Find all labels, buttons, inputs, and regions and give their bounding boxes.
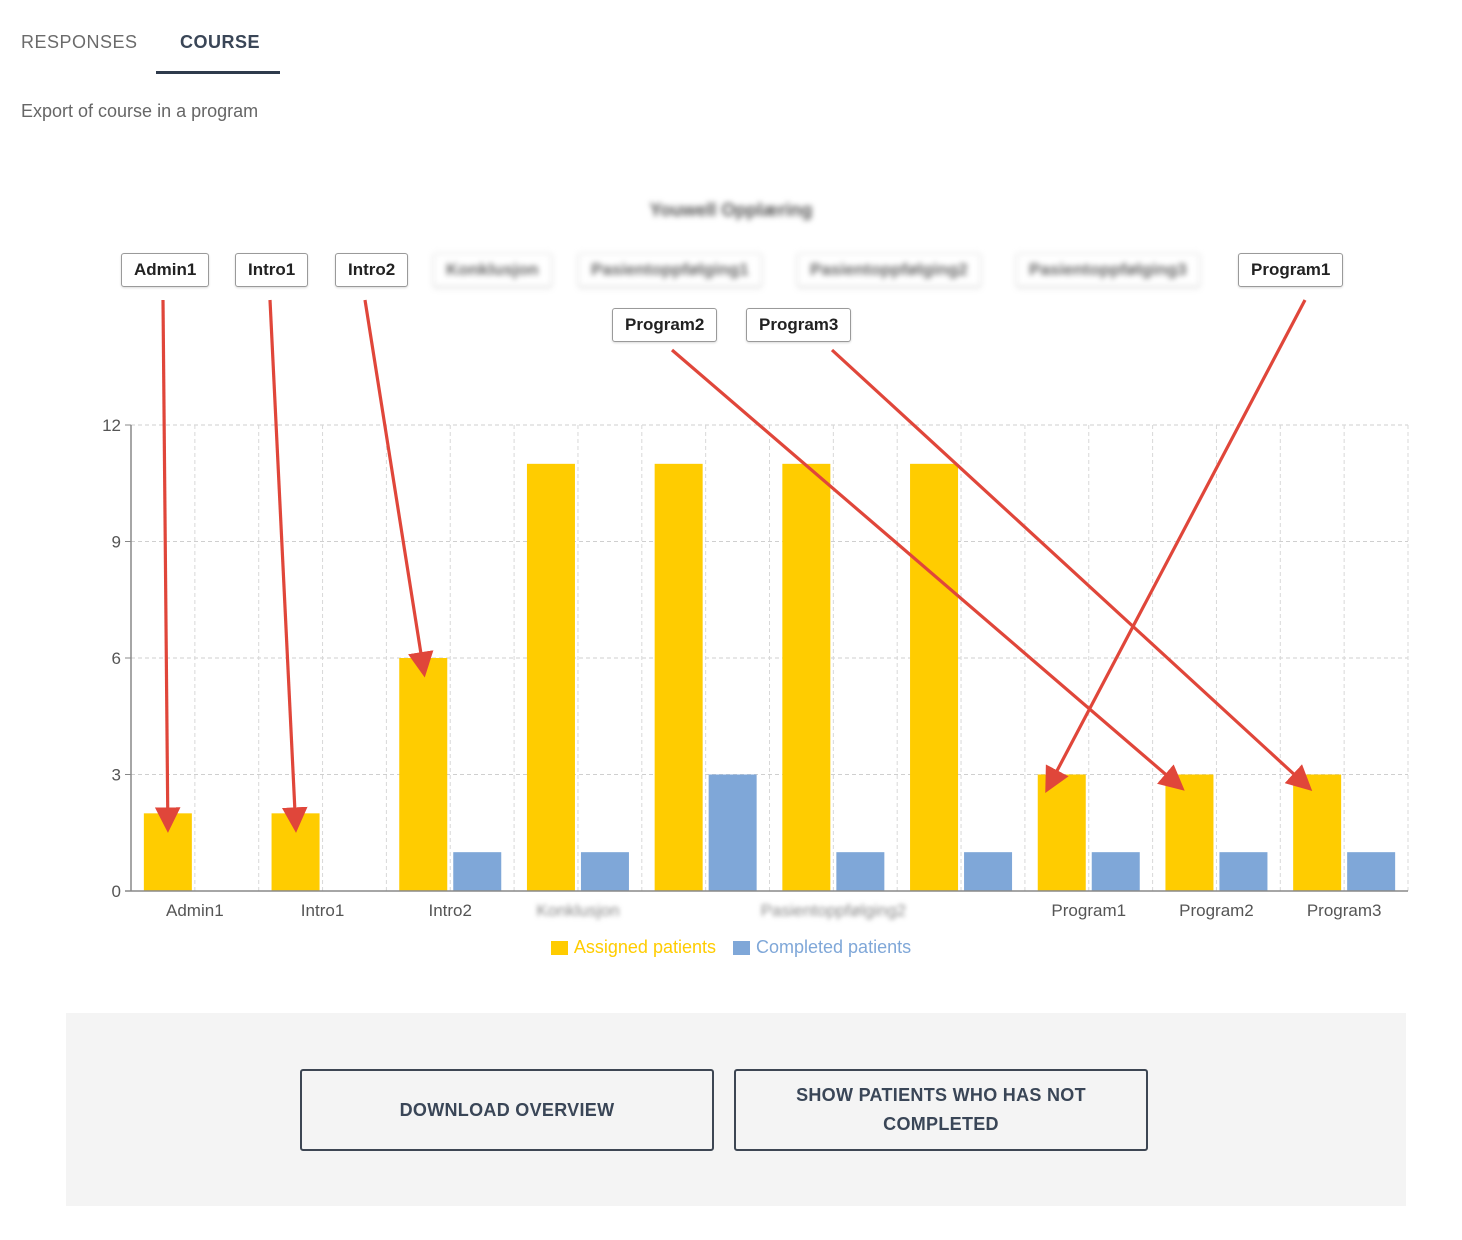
callout-admin1: Admin1: [121, 253, 210, 287]
callout-pasientoppfolging1: Pasientoppfølging1: [578, 253, 762, 287]
bar-assigned-2[interactable]: [399, 658, 448, 891]
bar-assigned-5[interactable]: [782, 463, 831, 891]
annotation-arrow-program3: [830, 348, 1313, 791]
y-tick-label: 3: [112, 766, 121, 785]
bar-completed-6[interactable]: [964, 852, 1013, 891]
x-tick-label: Intro2: [429, 901, 472, 920]
legend-label-assigned: Assigned patients: [573, 937, 716, 957]
tab-responses[interactable]: RESPONSES: [21, 32, 138, 52]
bar-completed-9[interactable]: [1347, 852, 1396, 891]
bar-completed-8[interactable]: [1219, 852, 1268, 891]
y-tick-label: 9: [112, 533, 121, 552]
bar-completed-7[interactable]: [1091, 852, 1140, 891]
annotation-arrow-intro1: [268, 299, 308, 833]
chart-title: Youwell Opplæring: [649, 200, 813, 220]
callout-intro2: Intro2: [335, 253, 409, 287]
bar-completed-3[interactable]: [580, 852, 629, 891]
annotation-arrow-intro2: [363, 299, 434, 678]
legend-item-completed[interactable]: Completed patients: [733, 937, 911, 958]
show-not-completed-button[interactable]: SHOW PATIENTS WHO HAS NOT COMPLETED: [734, 1069, 1148, 1151]
x-tick-label: Intro1: [301, 901, 344, 920]
bar-assigned-7[interactable]: [1037, 774, 1086, 892]
callout-intro1: Intro1: [235, 253, 309, 287]
legend-item-assigned[interactable]: Assigned patients: [550, 937, 716, 958]
callout-program2: Program2: [612, 308, 718, 342]
bar-assigned-9[interactable]: [1293, 774, 1342, 892]
x-tick-label: Program3: [1307, 901, 1382, 920]
bar-completed-2[interactable]: [453, 852, 502, 891]
x-tick-label: Konklusjon: [536, 901, 619, 920]
x-tick-label: Admin1: [166, 901, 224, 920]
download-overview-button[interactable]: DOWNLOAD OVERVIEW: [300, 1069, 714, 1151]
tab-course[interactable]: COURSE: [180, 32, 261, 52]
legend-swatch-completed: [733, 940, 750, 955]
bar-assigned-1[interactable]: [271, 813, 320, 891]
tab-bar: RESPONSES COURSE: [0, 0, 400, 76]
bar-assigned-0[interactable]: [143, 813, 192, 891]
action-footer: DOWNLOAD OVERVIEW SHOW PATIENTS WHO HAS …: [66, 1013, 1406, 1206]
bar-assigned-6[interactable]: [910, 463, 959, 891]
annotation-arrow-program1: [1045, 299, 1307, 793]
y-tick-label: 12: [102, 416, 121, 435]
callout-program3: Program3: [746, 308, 852, 342]
callout-pasientoppfolging2: Pasientoppfølging2: [797, 253, 981, 287]
legend-swatch-assigned: [550, 940, 568, 955]
bar-completed-5[interactable]: [836, 852, 885, 891]
annotation-arrow-admin1: [154, 299, 181, 833]
bar-completed-4[interactable]: [708, 774, 757, 892]
annotation-arrow-program2: [670, 348, 1185, 791]
callout-pasientoppfolging3: Pasientoppfølging3: [1016, 253, 1200, 287]
x-tick-label: Program1: [1051, 901, 1126, 920]
callout-konklusjon: Konklusjon: [433, 253, 552, 287]
bar-assigned-4[interactable]: [654, 463, 703, 891]
active-tab-indicator: [156, 71, 280, 74]
x-tick-label: Program2: [1179, 901, 1254, 920]
x-tick-label: Pasientoppfølging2: [761, 901, 907, 920]
callout-program1: Program1: [1238, 253, 1344, 287]
page-subtitle: Export of course in a program: [21, 101, 259, 121]
y-tick-label: 0: [112, 882, 121, 901]
bar-chart: 0 3 6 9 12 Admin1 Intro1 Intro2 Konklusjon Pasien…: [102, 299, 1409, 920]
y-tick-label: 6: [112, 649, 121, 668]
bar-assigned-8[interactable]: [1165, 774, 1214, 892]
legend-label-completed: Completed patients: [756, 937, 912, 957]
bar-assigned-3[interactable]: [526, 463, 575, 891]
chart-legend: Assigned patients Completed patients: [0, 937, 1462, 960]
